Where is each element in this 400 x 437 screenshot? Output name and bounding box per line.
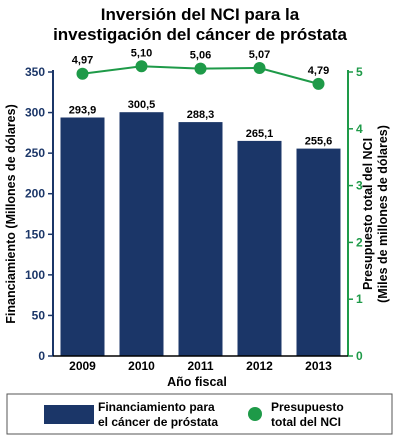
chart-title-line-2: investigación del cáncer de próstata	[53, 25, 347, 44]
chart-title-line-1: Inversión del NCI para la	[101, 5, 300, 24]
y2-tick-label-0: 0	[356, 349, 363, 363]
y-tick-label-350: 350	[25, 65, 45, 79]
legend-bar-label-line-2: el cáncer de próstata	[98, 415, 218, 429]
y2-tick-label-5: 5	[356, 65, 363, 79]
budget-value-label-2012: 5,07	[249, 49, 270, 61]
x-tick-label-2009: 2009	[69, 359, 96, 373]
x-tick-label-2010: 2010	[128, 359, 155, 373]
chart-title: Inversión del NCI para la investigación …	[53, 5, 347, 44]
y-tick-label-250: 250	[25, 146, 45, 160]
bar-2011	[178, 122, 223, 356]
y2-axis-label-line-2: (Miles de millones de dólares)	[376, 125, 390, 303]
budget-value-label-2011: 5,06	[190, 50, 211, 62]
bar-value-label-2012: 265,1	[246, 128, 274, 140]
legend-line-label-line-2: total del NCI	[271, 415, 341, 429]
budget-value-label-2009: 4,97	[72, 55, 93, 67]
y-tick-label-300: 300	[25, 106, 45, 120]
budget-value-label-2010: 5,10	[131, 47, 152, 59]
x-axis-label: Año fiscal	[167, 375, 227, 389]
x-tick-label-2011: 2011	[187, 359, 213, 373]
bar-value-label-2013: 255,6	[305, 136, 333, 148]
legend-line-marker	[248, 407, 262, 421]
y2-tick-label-3: 3	[356, 179, 363, 193]
y-tick-label-100: 100	[25, 268, 45, 282]
bar-value-label-2009: 293,9	[69, 105, 97, 117]
budget-point-2012	[253, 62, 266, 74]
bar-2013	[296, 148, 341, 356]
y2-axis-label: Presupuesto total del NCI (Miles de mill…	[361, 125, 390, 303]
plot-area: 293,9 300,5288,3265,1255,6050100150200250…	[25, 47, 363, 373]
bar-value-label-2010: 300,5	[128, 99, 156, 111]
bar-2010	[119, 112, 164, 356]
budget-value-label-2013: 4,79	[308, 65, 329, 77]
y-tick-label-0: 0	[38, 349, 45, 363]
legend-bar-swatch	[44, 405, 94, 424]
legend-line-label-line-1: Presupuesto	[271, 400, 344, 414]
budget-point-2010	[135, 60, 148, 73]
y-tick-label-150: 150	[25, 227, 45, 241]
legend: Financiamiento para el cáncer de próstat…	[6, 393, 393, 435]
y-tick-label-50: 50	[32, 308, 46, 322]
budget-point-2013	[312, 77, 325, 90]
y-axis-label: Financiamiento (Millones de dólares)	[4, 104, 18, 323]
budget-point-2011	[194, 62, 207, 75]
legend-box	[6, 393, 393, 435]
y2-tick-label-2: 2	[356, 235, 363, 249]
bar-2012	[237, 140, 282, 356]
y2-tick-label-4: 4	[356, 122, 363, 136]
y2-tick-label-1: 1	[356, 292, 363, 306]
legend-bar-label-line-1: Financiamiento para	[98, 400, 215, 414]
x-tick-label-2013: 2013	[305, 359, 332, 373]
bar-2009	[60, 117, 105, 356]
x-tick-label-2012: 2012	[246, 359, 273, 373]
bar-value-label-2011: 288,3	[187, 109, 215, 121]
budget-point-2009	[76, 67, 89, 80]
y-tick-label-200: 200	[25, 187, 45, 201]
y2-axis-label-line-1: Presupuesto total del NCI	[361, 138, 375, 290]
